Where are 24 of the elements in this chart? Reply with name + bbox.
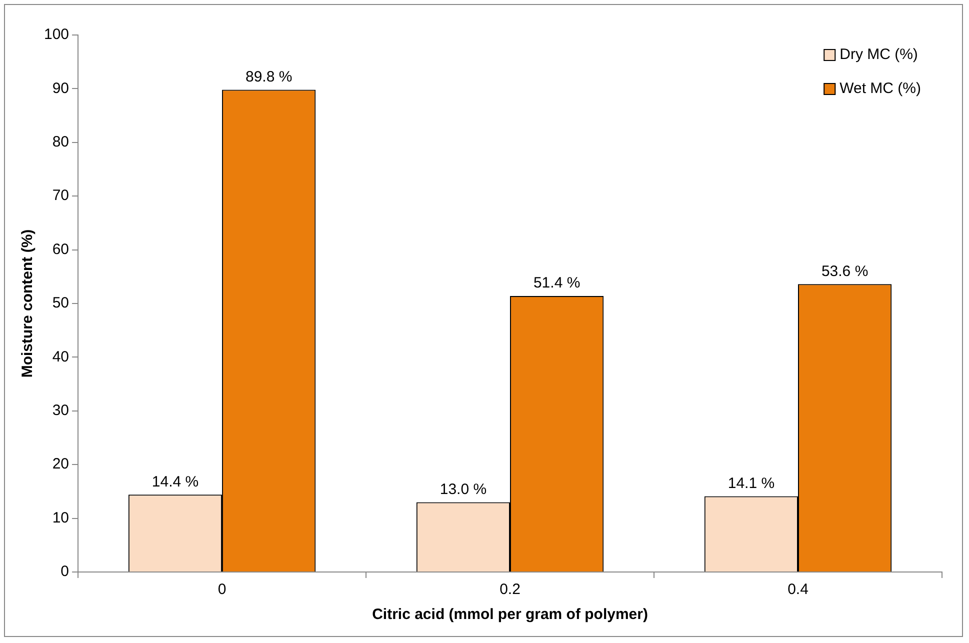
data-label: 14.1 %: [728, 474, 775, 492]
x-tick-label: 0.4: [788, 581, 808, 598]
y-tick-label: 60: [52, 240, 70, 258]
y-tick-label: 90: [52, 80, 70, 97]
y-tick-label: 0: [60, 563, 70, 580]
y-axis-title: Moisture content (%): [19, 229, 36, 378]
x-axis-title: Citric acid (mmol per gram of polymer): [372, 606, 648, 624]
y-tick-label: 30: [52, 402, 70, 420]
data-label: 89.8 %: [245, 68, 292, 86]
y-tick-label: 80: [52, 134, 70, 151]
y-tick-label: 50: [52, 294, 70, 312]
data-label: 53.6 %: [821, 262, 868, 280]
y-tick-label: 10: [52, 509, 70, 526]
y-tick-label: 20: [52, 456, 70, 473]
x-tick-label: 0: [218, 581, 226, 598]
x-tick-label: 0.2: [500, 581, 520, 598]
y-tick-label: 70: [52, 187, 70, 204]
legend-label: Wet MC (%): [840, 80, 922, 98]
data-label: 14.4 %: [152, 473, 199, 490]
data-label: 51.4 %: [533, 274, 580, 292]
y-tick-label: 40: [52, 348, 70, 366]
y-tick-label: 100: [44, 26, 70, 44]
data-label: 13.0 %: [440, 480, 487, 498]
legend-label: Dry MC (%): [840, 46, 918, 64]
